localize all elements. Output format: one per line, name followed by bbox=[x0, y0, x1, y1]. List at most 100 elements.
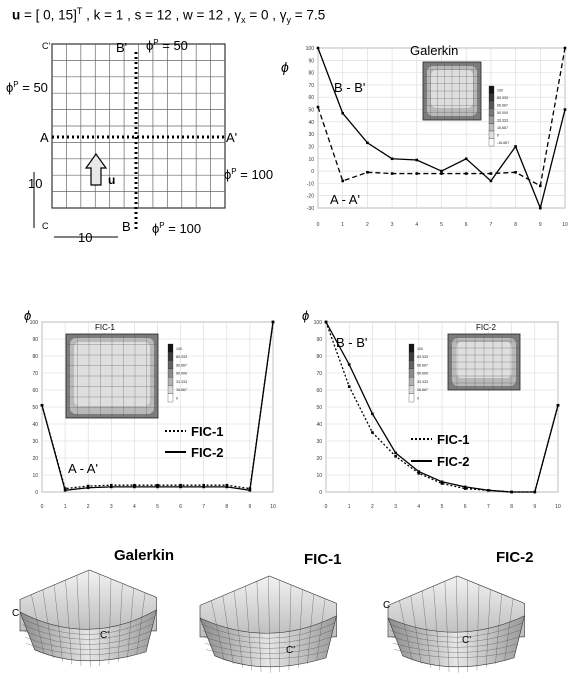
fic1-data-point bbox=[133, 483, 136, 487]
surf-galerkin-mesh-line bbox=[118, 583, 123, 662]
galerkin-y-tick: 0 bbox=[311, 169, 314, 175]
fic1-data-point bbox=[133, 485, 136, 489]
fic2-data-point bbox=[324, 320, 328, 324]
fic2-series bbox=[324, 320, 560, 494]
fic2-legend-value: 83.333 bbox=[417, 355, 428, 359]
fic2-data-point bbox=[463, 487, 467, 490]
fic1-data-point bbox=[156, 485, 159, 489]
bc-top-label: ϕP = 50 bbox=[146, 38, 188, 53]
fic1-data-point bbox=[40, 404, 44, 407]
fic1-x-tick: 0 bbox=[41, 504, 44, 510]
fic1-legend-swatch bbox=[167, 376, 174, 386]
fic1-data-point bbox=[110, 485, 113, 489]
galerkin-x-tick: 1 bbox=[341, 222, 344, 228]
surface-fic2-cprime-label: C' bbox=[462, 635, 471, 646]
galerkin-y-tick: 60 bbox=[308, 95, 314, 101]
fic2-contour-inset: FIC-2 100 83.333 66.667 50.000 33.333 16.667 0 bbox=[408, 323, 521, 403]
fic1-contour-inset: FIC-1 100 83.333 66.667 50.000 33.333 16.667 0 bbox=[65, 323, 187, 419]
fic1-x-tick: 10 bbox=[270, 504, 276, 510]
galerkin-legend-value: 66.667 bbox=[497, 103, 508, 107]
galerkin-legend-swatch bbox=[488, 100, 495, 109]
fic1-data-point bbox=[110, 483, 113, 487]
fic2-x-tick: 4 bbox=[417, 504, 420, 510]
fic1-data-point bbox=[225, 485, 229, 489]
label-b-prime: B' bbox=[116, 40, 127, 55]
galerkin-y-tick: 100 bbox=[306, 46, 315, 52]
fic2-legend-value: 0 bbox=[417, 397, 419, 401]
fic1-y-tick: 70 bbox=[32, 371, 38, 377]
fic1-data-point bbox=[202, 483, 205, 487]
surf-fic1-mesh-line bbox=[288, 585, 292, 671]
bc-right-label: ϕP = 100 bbox=[224, 167, 273, 182]
galerkin-ylabel: ϕ bbox=[281, 59, 289, 75]
fic2-x-tick: 2 bbox=[371, 504, 374, 510]
fic2-y-tick: 100 bbox=[314, 320, 323, 326]
fic2-x-tick: 6 bbox=[464, 504, 467, 510]
fic1-series-line bbox=[41, 321, 274, 490]
surf-fic1-mesh-line bbox=[201, 622, 335, 639]
galerkin-data-point bbox=[440, 172, 443, 175]
params-text: , k = 1 , s = 12 , w = 12 , bbox=[82, 7, 235, 23]
fic2-data-point bbox=[417, 472, 421, 475]
galerkin-legend-swatch bbox=[488, 115, 495, 124]
surface-fic2 bbox=[387, 575, 525, 673]
fic1-legend-value: 33.333 bbox=[176, 380, 187, 384]
galerkin-data-point bbox=[390, 172, 394, 175]
galerkin-data-point bbox=[440, 169, 443, 173]
fic1-data-point bbox=[179, 485, 182, 489]
fic2-y-tick: 70 bbox=[316, 371, 322, 377]
surf-fic2-mesh-line bbox=[444, 580, 450, 673]
fic2-x-tick: 5 bbox=[441, 504, 444, 510]
galerkin-legend-swatch bbox=[488, 85, 495, 94]
galerkin-y-tick: -10 bbox=[307, 181, 314, 187]
velocity-value: = [ 0, 15] bbox=[20, 7, 77, 23]
surf-fic2-mesh-line bbox=[456, 575, 459, 673]
fic2-x-tick: 0 bbox=[325, 504, 328, 510]
galerkin-y-tick: -30 bbox=[307, 206, 314, 212]
galerkin-y-tick: 70 bbox=[308, 83, 314, 89]
galerkin-data-point bbox=[415, 158, 419, 162]
fic1-legend-value: 50.000 bbox=[176, 372, 187, 376]
velocity-arrow-icon bbox=[84, 152, 108, 186]
fic2-x-tick: 8 bbox=[510, 504, 513, 510]
surf-fic2-mesh-line bbox=[495, 594, 502, 665]
surf-fic2-mesh-line bbox=[390, 629, 522, 643]
bc-bottom-label: ϕP = 100 bbox=[152, 221, 201, 236]
galerkin-data-point bbox=[539, 206, 542, 210]
fic2-y-tick: 10 bbox=[316, 473, 322, 479]
fic1-y-tick: 60 bbox=[32, 388, 38, 394]
label-a-prime: A' bbox=[226, 130, 237, 145]
surf-galerkin-mesh-line bbox=[26, 643, 148, 655]
galerkin-data-point bbox=[366, 141, 369, 145]
domain-sketch: u C' C B' B A A' ϕP = 50 ϕP = 50 ϕP = 10… bbox=[6, 38, 273, 245]
fic1-y-tick: 0 bbox=[35, 490, 38, 496]
galerkin-data-point bbox=[464, 157, 468, 161]
fic2-data-point bbox=[556, 404, 560, 407]
fic2-ylabel: ϕ bbox=[302, 310, 309, 323]
fic1-data-point bbox=[202, 485, 205, 489]
gamma-y-value: = 7.5 bbox=[291, 7, 326, 23]
surf-fic1-mesh-line bbox=[268, 575, 271, 673]
galerkin-data-point bbox=[514, 145, 517, 148]
galerkin-series bbox=[316, 46, 567, 211]
fic2-x-tick: 1 bbox=[348, 504, 351, 510]
fic1-data-point bbox=[86, 486, 90, 490]
surf-fic2-mesh-line bbox=[433, 585, 440, 671]
surf-fic2-mesh-line bbox=[389, 622, 523, 638]
fic2-legend-swatch bbox=[408, 343, 415, 353]
fic2-legend-swatch bbox=[408, 352, 415, 361]
galerkin-legend-swatch bbox=[488, 130, 495, 139]
surface-fic2-c-label: C bbox=[383, 600, 390, 611]
surf-galerkin-mesh-line bbox=[23, 630, 152, 645]
label-a: A bbox=[40, 130, 49, 145]
fic2-legend: FIC-1 FIC-2 bbox=[411, 432, 470, 469]
galerkin-data-point bbox=[489, 179, 493, 183]
fic1-inset-title: FIC-1 bbox=[95, 323, 116, 332]
fic1-series bbox=[40, 320, 275, 492]
fic2-data-point bbox=[533, 490, 537, 494]
galerkin-x-tick: 10 bbox=[562, 222, 568, 228]
surf-fic2-mesh-line bbox=[392, 643, 518, 653]
